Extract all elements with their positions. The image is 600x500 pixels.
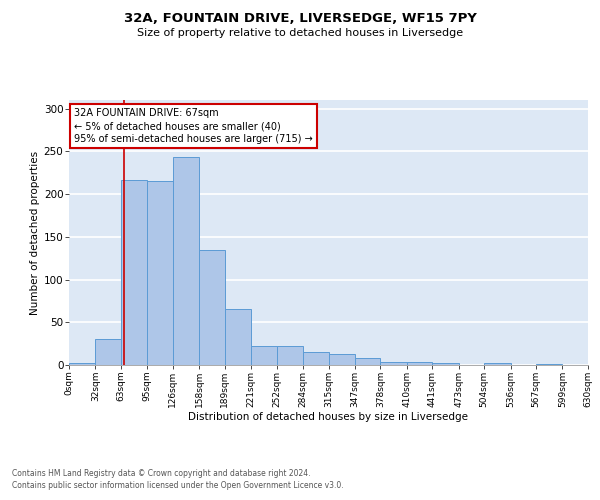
Text: Size of property relative to detached houses in Liversedge: Size of property relative to detached ho…: [137, 28, 463, 38]
Bar: [95, 340, 121, 365]
Y-axis label: Number of detached properties: Number of detached properties: [29, 150, 40, 314]
Bar: [251, 346, 277, 365]
Bar: [355, 358, 380, 365]
Bar: [224, 310, 251, 365]
Bar: [380, 362, 407, 365]
Bar: [407, 362, 432, 365]
Bar: [277, 346, 303, 365]
Bar: [199, 250, 224, 365]
Bar: [432, 364, 458, 365]
X-axis label: Distribution of detached houses by size in Liversedge: Distribution of detached houses by size …: [188, 412, 469, 422]
Bar: [147, 181, 173, 365]
Bar: [173, 158, 199, 365]
Bar: [329, 354, 355, 365]
Text: Contains public sector information licensed under the Open Government Licence v3: Contains public sector information licen…: [12, 481, 344, 490]
Bar: [484, 364, 511, 365]
Text: 32A, FOUNTAIN DRIVE, LIVERSEDGE, WF15 7PY: 32A, FOUNTAIN DRIVE, LIVERSEDGE, WF15 7P…: [124, 12, 476, 26]
Bar: [121, 180, 147, 365]
Bar: [69, 364, 95, 365]
Text: Contains HM Land Registry data © Crown copyright and database right 2024.: Contains HM Land Registry data © Crown c…: [12, 468, 311, 477]
Bar: [536, 364, 562, 365]
Text: 32A FOUNTAIN DRIVE: 67sqm
← 5% of detached houses are smaller (40)
95% of semi-d: 32A FOUNTAIN DRIVE: 67sqm ← 5% of detach…: [74, 108, 313, 144]
Bar: [303, 352, 329, 365]
